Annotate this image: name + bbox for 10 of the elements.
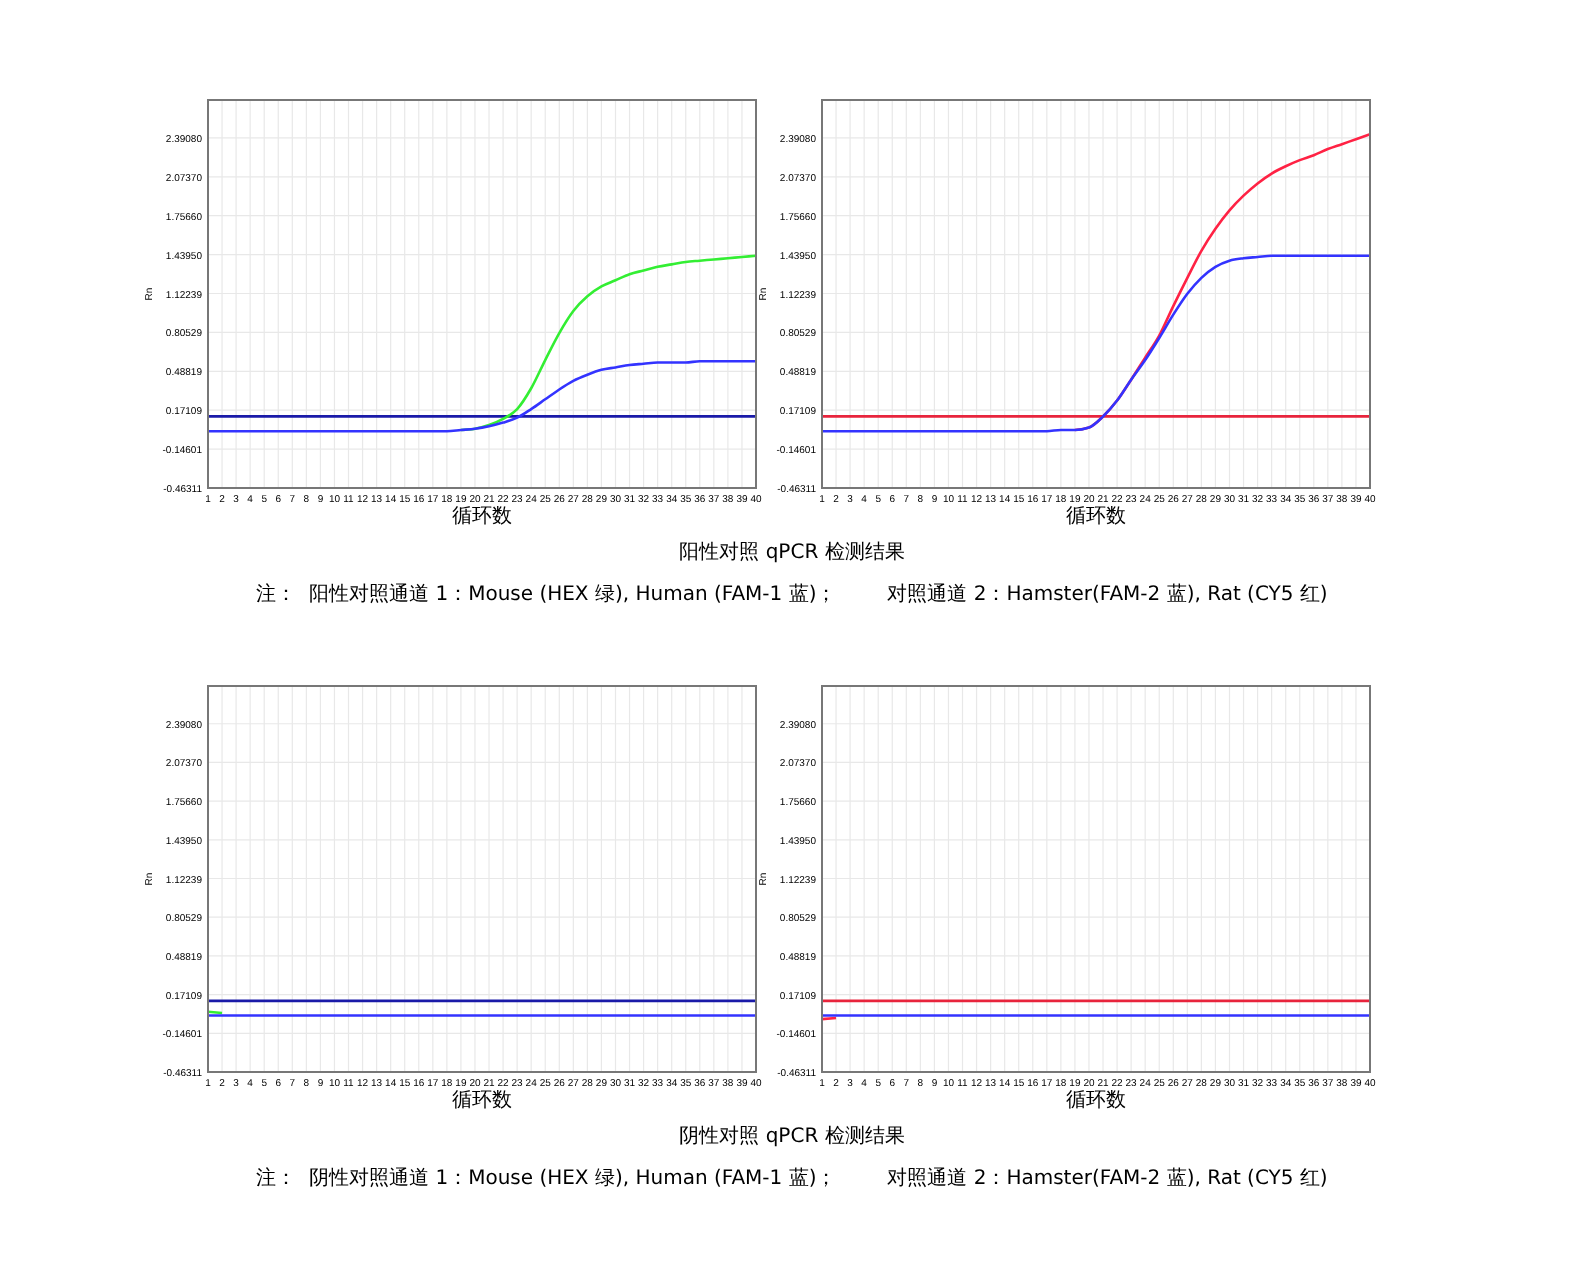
text: 注： 阴性对照通道 1：Mouse (HEX 绿), Human (FAM-1 蓝)； 对照通道 2：Hamster(FAM-2 蓝), Rat (CY5 红) [256,1166,1328,1190]
x-axis-title: 循环数 [452,1090,512,1112]
line-series [820,254,1372,433]
x-axis-title: 循环数 [1066,506,1126,528]
text: 阳性对照 qPCR 检测结果 [679,540,905,564]
text: 注： 阳性对照通道 1：Mouse (HEX 绿), Human (FAM-1 蓝)； 对照通道 2：Hamster(FAM-2 蓝), Rat (CY5 红) [256,582,1328,606]
line-series [206,359,758,433]
text: 阴性对照 qPCR 检测结果 [679,1124,905,1148]
x-axis-title: 循环数 [1066,1090,1126,1112]
x-axis-title: 循环数 [452,506,512,528]
